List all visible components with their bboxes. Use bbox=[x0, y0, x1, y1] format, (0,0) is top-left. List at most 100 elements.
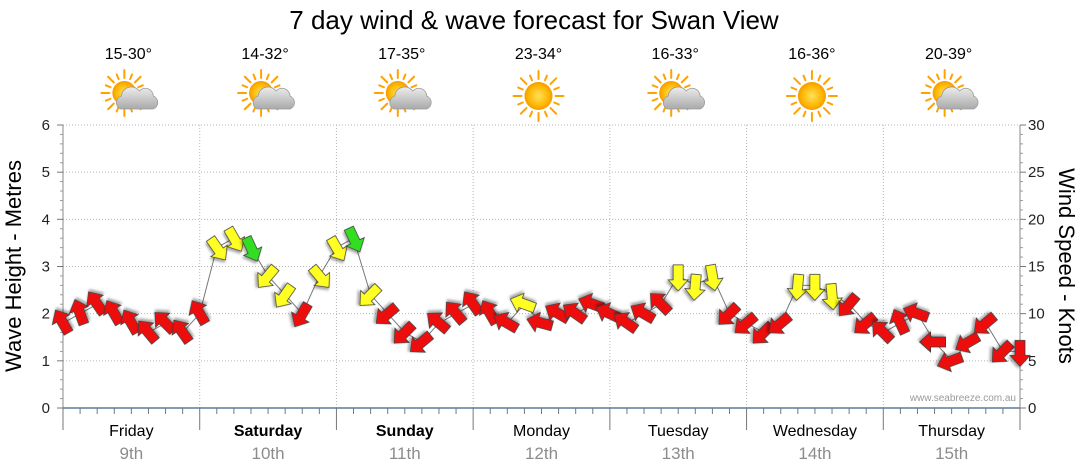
wind-direction-arrow bbox=[752, 320, 776, 344]
sun-ray bbox=[790, 101, 798, 106]
left-tick-label: 2 bbox=[42, 306, 50, 323]
wind-direction-arrow bbox=[902, 302, 931, 323]
sun-ray bbox=[651, 84, 659, 89]
sun-ray bbox=[949, 73, 954, 81]
left-tick-label: 4 bbox=[42, 211, 50, 228]
sun-ray bbox=[243, 75, 252, 84]
sun-ray bbox=[925, 97, 932, 102]
sun-ray bbox=[243, 102, 252, 111]
wind-direction-arrow bbox=[375, 302, 400, 325]
day-date-label: 13th bbox=[662, 444, 695, 463]
wind-direction-arrow bbox=[838, 291, 861, 317]
temperature-range: 14-32° bbox=[241, 46, 288, 63]
chart-title: 7 day wind & wave forecast for Swan View bbox=[289, 5, 779, 35]
sun-ray bbox=[389, 73, 394, 81]
sun-ray bbox=[790, 86, 798, 91]
partly-cloudy-icon bbox=[100, 69, 159, 117]
right-tick-label: 20 bbox=[1028, 211, 1045, 228]
wind-direction-arrow bbox=[734, 311, 759, 334]
sun-ray bbox=[954, 75, 962, 84]
left-tick-label: 3 bbox=[42, 259, 50, 276]
sunny-icon bbox=[785, 70, 838, 122]
partly-cloudy-icon bbox=[237, 69, 295, 117]
day-date-label: 12th bbox=[525, 444, 558, 463]
wind-direction-arrow bbox=[274, 282, 297, 308]
left-tick-label: 6 bbox=[42, 117, 50, 134]
wind-direction-arrow bbox=[614, 312, 640, 335]
sun-ray bbox=[265, 73, 270, 81]
sun-ray bbox=[802, 74, 807, 82]
sun-ray bbox=[549, 107, 558, 115]
wind-direction-arrow bbox=[137, 320, 160, 345]
left-tick-label: 0 bbox=[42, 400, 50, 417]
day-name-label: Sunday bbox=[376, 423, 434, 440]
wind-direction-arrow bbox=[562, 302, 589, 325]
partly-cloudy-icon bbox=[920, 69, 979, 117]
sun-ray bbox=[519, 107, 528, 115]
sun-ray bbox=[115, 73, 120, 81]
sun-ray bbox=[529, 74, 533, 82]
wind-direction-arrow bbox=[68, 299, 90, 327]
sun-ray bbox=[957, 84, 965, 89]
wind-direction-arrow bbox=[803, 273, 826, 301]
wind-speed-line bbox=[62, 237, 1020, 362]
wind-direction-arrow bbox=[343, 225, 365, 253]
day-name-label: Thursday bbox=[918, 423, 985, 440]
sun-ray bbox=[273, 84, 281, 89]
right-tick-label: 10 bbox=[1028, 306, 1045, 323]
sun-ray bbox=[927, 75, 936, 84]
day-date-label: 11th bbox=[389, 444, 421, 463]
temperature-range: 20-39° bbox=[925, 46, 972, 63]
wind-direction-arrow bbox=[307, 263, 330, 288]
day-name-label: Friday bbox=[109, 423, 153, 440]
sun-ray bbox=[653, 102, 662, 111]
wind-direction-arrow bbox=[393, 320, 417, 344]
day-name-label: Wednesday bbox=[773, 423, 857, 440]
temperature-range: 16-33° bbox=[652, 46, 699, 63]
partly-cloudy-icon bbox=[647, 69, 706, 117]
wind-direction-arrow bbox=[291, 301, 313, 328]
wind-direction-arrow bbox=[241, 234, 263, 262]
wind-direction-arrow bbox=[223, 225, 246, 252]
sun-ray bbox=[252, 73, 257, 81]
wind-direction-arrow bbox=[684, 273, 706, 301]
sun-ray bbox=[270, 75, 279, 84]
temperature-range: 17-35° bbox=[378, 46, 425, 63]
sun-disc bbox=[797, 82, 826, 110]
right-tick-label: 30 bbox=[1028, 117, 1045, 134]
wind-direction-arrow bbox=[768, 311, 794, 334]
sun-ray bbox=[241, 84, 249, 89]
sun-ray bbox=[129, 73, 134, 81]
wind-direction-arrow bbox=[888, 308, 911, 336]
sun-ray bbox=[133, 75, 142, 84]
sun-ray bbox=[662, 73, 667, 81]
sun-ray bbox=[793, 107, 801, 115]
wind-direction-arrow bbox=[509, 292, 537, 314]
cloud-shape bbox=[252, 86, 295, 110]
day-name-label: Tuesday bbox=[648, 423, 709, 440]
sun-ray bbox=[826, 86, 834, 91]
day-labels: Friday 9th Saturday 10th Sunday 11th Monday 12t… bbox=[109, 423, 985, 463]
sun-ray bbox=[378, 97, 385, 102]
right-tick-label: 0 bbox=[1028, 400, 1036, 417]
day-date-label: 10th bbox=[252, 444, 285, 463]
wind-direction-arrow bbox=[955, 331, 982, 354]
right-tick-label: 25 bbox=[1028, 164, 1045, 181]
wind-direction-arrow bbox=[650, 293, 673, 317]
wind-direction-arrow bbox=[257, 263, 280, 288]
sun-ray bbox=[651, 97, 659, 102]
wind-direction-arrow bbox=[936, 351, 965, 373]
wind-direction-arrow bbox=[1009, 339, 1031, 367]
wind-direction-arrow bbox=[445, 301, 468, 326]
wind-series bbox=[51, 225, 1031, 373]
wind-direction-arrow bbox=[786, 273, 809, 301]
wind-direction-arrow bbox=[991, 339, 1015, 363]
sun-ray bbox=[684, 84, 691, 89]
sun-ray bbox=[817, 74, 822, 82]
right-tick-label: 15 bbox=[1028, 259, 1045, 276]
sun-ray bbox=[137, 84, 144, 89]
sun-ray bbox=[544, 74, 548, 82]
temperature-range: 23-34° bbox=[515, 46, 562, 63]
left-tick-label: 5 bbox=[42, 164, 50, 181]
